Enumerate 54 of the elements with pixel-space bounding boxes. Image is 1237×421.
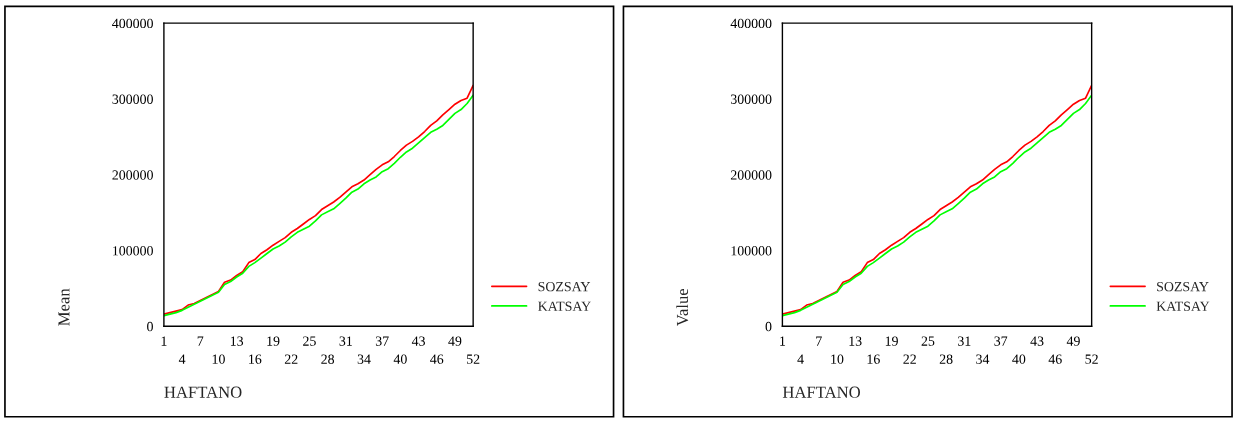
legend-label: SOZSAY xyxy=(538,282,591,292)
x-tick-label: 16 xyxy=(867,354,880,364)
x-tick-label: 22 xyxy=(284,354,298,364)
x-tick-label: 34 xyxy=(357,354,371,364)
x-tick-label: 13 xyxy=(849,336,862,346)
legend-label: KATSAY xyxy=(538,301,591,311)
y-tick-label: 200000 xyxy=(112,170,153,180)
x-tick-label: 37 xyxy=(994,336,1008,346)
x-tick-label: 40 xyxy=(393,354,407,364)
x-tick-label: 43 xyxy=(411,336,425,346)
x-tick-label: 25 xyxy=(303,336,316,346)
y-axis-title: Value xyxy=(676,288,689,327)
x-tick-label: 19 xyxy=(885,336,898,346)
x-tick-label: 40 xyxy=(1012,354,1026,364)
x-axis-title: HAFTANO xyxy=(782,386,861,398)
x-tick-label: 43 xyxy=(1030,336,1044,346)
x-tick-label: 46 xyxy=(1048,354,1062,364)
x-tick-label: 31 xyxy=(958,336,971,346)
x-tick-label: 22 xyxy=(903,354,916,364)
x-tick-label: 7 xyxy=(816,336,822,346)
x-tick-label: 52 xyxy=(467,354,480,364)
x-tick-label: 28 xyxy=(321,354,335,364)
x-tick-label: 16 xyxy=(249,354,262,364)
x-tick-label: 49 xyxy=(448,336,462,346)
x-tick-label: 10 xyxy=(212,354,225,364)
y-tick-label: 0 xyxy=(765,321,772,332)
legend-label: KATSAY xyxy=(1156,301,1210,311)
x-tick-label: 52 xyxy=(1085,354,1098,364)
x-tick-label: 1 xyxy=(161,336,167,346)
x-tick-label: 34 xyxy=(976,354,990,364)
x-tick-label: 13 xyxy=(230,336,244,346)
x-tick-label: 1 xyxy=(780,336,786,346)
x-tick-label: 7 xyxy=(197,336,204,346)
y-tick-label: 100000 xyxy=(731,246,772,256)
x-tick-label: 28 xyxy=(939,354,953,364)
x-tick-label: 49 xyxy=(1066,336,1080,346)
y-tick-label: 400000 xyxy=(112,18,153,29)
x-tick-label: 31 xyxy=(339,336,352,346)
y-tick-label: 0 xyxy=(147,321,153,332)
x-tick-label: 10 xyxy=(831,354,844,364)
x-tick-label: 4 xyxy=(178,354,186,364)
y-tick-label: 100000 xyxy=(113,246,153,256)
y-axis-title: Mean xyxy=(58,288,70,326)
y-tick-label: 300000 xyxy=(112,94,153,104)
y-tick-label: 400000 xyxy=(730,18,772,29)
x-tick-label: 37 xyxy=(375,336,389,346)
x-tick-label: 19 xyxy=(267,336,280,346)
x-tick-label: 25 xyxy=(921,336,935,346)
x-tick-label: 4 xyxy=(797,354,804,364)
y-tick-label: 200000 xyxy=(730,170,772,180)
y-tick-label: 300000 xyxy=(730,94,772,104)
x-tick-label: 46 xyxy=(430,354,444,364)
legend-label: SOZSAY xyxy=(1157,282,1209,292)
x-axis-title: HAFTANO xyxy=(164,386,242,398)
